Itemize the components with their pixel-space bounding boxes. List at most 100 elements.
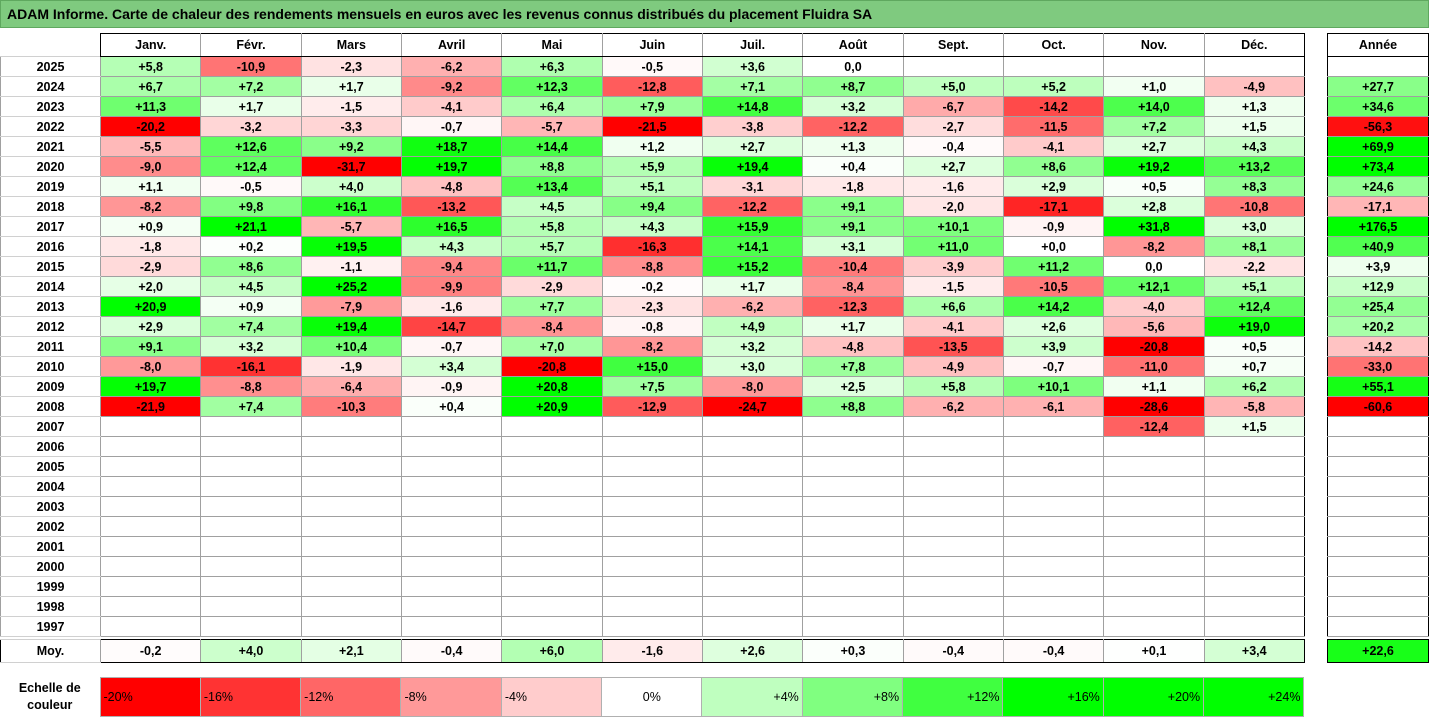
heatmap-cell: +7,5 <box>601 376 703 397</box>
heatmap-cell <box>200 556 302 577</box>
report-title: ADAM Informe. Carte de chaleur des rende… <box>0 0 1429 28</box>
heatmap-cell: -0,4 <box>902 136 1004 157</box>
color-scale-label: Echelle de couleur <box>18 681 81 712</box>
heatmap-cell: +9,1 <box>802 216 904 237</box>
heatmap-cell: -0,5 <box>601 56 703 77</box>
year-label: 1997 <box>0 616 101 637</box>
heatmap-cell: -3,2 <box>200 116 302 137</box>
heatmap-cell <box>300 616 402 637</box>
heatmap-cell <box>200 596 302 617</box>
heatmap-cell: -0,7 <box>1002 356 1105 377</box>
heatmap-cell: -0,7 <box>400 336 503 357</box>
heatmap-cell: +7,4 <box>200 316 302 337</box>
heatmap-cell: +5,8 <box>501 216 603 237</box>
heatmap-cell <box>200 516 302 537</box>
heatmap-cell: -4,1 <box>400 96 503 117</box>
heatmap-cell: +11,3 <box>99 96 202 117</box>
heatmap-cell: +1,3 <box>1203 96 1305 117</box>
heatmap-cell: +3,6 <box>701 56 804 77</box>
heatmap-cell: +0,9 <box>99 216 202 237</box>
heatmap-row: 2019 +1,1 -0,5 +4,0 -4,8 +13,4 +5,1 -3,1 -1,8 -1,… <box>0 176 1305 197</box>
heatmap-cell: +13,2 <box>1203 156 1305 177</box>
heatmap-cell <box>902 576 1004 597</box>
heatmap-cell <box>802 576 904 597</box>
heatmap-cell: -1,1 <box>300 256 402 277</box>
heatmap-row: 2004 <box>0 476 1305 497</box>
heatmap-cell <box>99 516 202 537</box>
heatmap-cell <box>1002 496 1105 517</box>
heatmap-cell: +19,4 <box>300 316 402 337</box>
heatmap-cell <box>601 556 703 577</box>
heatmap-cell <box>601 496 703 517</box>
heatmap-cell: +5,9 <box>601 156 703 177</box>
heatmap-cell: +3,4 <box>400 356 503 377</box>
heatmap-row: 2020 -9,0 +12,4 -31,7 +19,7 +8,8 +5,9 +19,4 +0,4… <box>0 156 1305 177</box>
heatmap-cell: -2,9 <box>99 256 202 277</box>
heatmap-cell: +8,7 <box>802 76 904 97</box>
heatmap-cell <box>1002 556 1105 577</box>
heatmap-cell <box>200 496 302 517</box>
heatmap-cell: +20,9 <box>501 396 603 417</box>
annual-row: -33,0 <box>1327 356 1429 377</box>
heatmap-row: 2013 +20,9 +0,9 -7,9 -1,6 +7,7 -2,3 -6,2 -12,3 +6… <box>0 296 1305 317</box>
color-scale-swatch: +8% <box>801 677 904 717</box>
heatmap-cell: +12,1 <box>1103 276 1205 297</box>
heatmap-cell: -8,4 <box>802 276 904 297</box>
heatmap-cell <box>701 576 804 597</box>
heatmap-cell <box>902 556 1004 577</box>
heatmap-cell: +1,7 <box>802 316 904 337</box>
annual-cell: -17,1 <box>1327 196 1429 217</box>
heatmap-cell <box>1002 536 1105 557</box>
heatmap-cell: -12,2 <box>701 196 804 217</box>
heatmap-cell: +0,0 <box>1002 236 1105 257</box>
heatmap-cell <box>1103 496 1205 517</box>
heatmap-cell: -13,5 <box>902 336 1004 357</box>
annual-cell: +34,6 <box>1327 96 1429 117</box>
year-label: 2023 <box>0 96 101 117</box>
year-label: 2019 <box>0 176 101 197</box>
heatmap-cell: +20,8 <box>501 376 603 397</box>
heatmap-cell <box>802 516 904 537</box>
annual-cell: +73,4 <box>1327 156 1429 177</box>
heatmap-cell: +3,2 <box>701 336 804 357</box>
heatmap-cell: -9,0 <box>99 156 202 177</box>
annual-cell: +176,5 <box>1327 216 1429 237</box>
annual-row: +34,6 <box>1327 96 1429 117</box>
heatmap-cell: -2,3 <box>601 296 703 317</box>
year-label: 2024 <box>0 76 101 97</box>
heatmap-cell: +5,1 <box>1203 276 1305 297</box>
heatmap-cell: -6,2 <box>701 296 804 317</box>
heatmap-cell <box>902 56 1004 77</box>
heatmap-cell <box>1002 436 1105 457</box>
year-label: 2020 <box>0 156 101 177</box>
heatmap-cell: +0,4 <box>802 156 904 177</box>
heatmap-row: 2016 -1,8 +0,2 +19,5 +4,3 +5,7 -16,3 +14,1 +3,1 +… <box>0 236 1305 257</box>
heatmap-cell: -21,5 <box>601 116 703 137</box>
heatmap-cell: +12,4 <box>1203 296 1305 317</box>
heatmap-cell <box>1203 536 1305 557</box>
heatmap-cell <box>601 536 703 557</box>
heatmap-cell: +6,7 <box>99 76 202 97</box>
heatmap-cell: -24,7 <box>701 396 804 417</box>
annual-cell: +20,2 <box>1327 316 1429 337</box>
heatmap-cell <box>802 476 904 497</box>
heatmap-cell <box>1002 476 1105 497</box>
heatmap-cell: -14,7 <box>400 316 503 337</box>
heatmap-cell <box>802 456 904 477</box>
heatmap-cell: -6,7 <box>902 96 1004 117</box>
year-label: 2025 <box>0 56 101 77</box>
heatmap-cell <box>200 576 302 597</box>
heatmap-cell: +3,1 <box>802 236 904 257</box>
heatmap-row: 2002 <box>0 516 1305 537</box>
annual-row: +69,9 <box>1327 136 1429 157</box>
heatmap-cell: +1,1 <box>1103 376 1205 397</box>
heatmap-cell: +6,3 <box>501 56 603 77</box>
heatmap-cell: +5,8 <box>902 376 1004 397</box>
heatmap-cell: +15,9 <box>701 216 804 237</box>
annual-cell: +55,1 <box>1327 376 1429 397</box>
heatmap-cell: +1,7 <box>200 96 302 117</box>
heatmap-cell: -0,7 <box>400 116 503 137</box>
heatmap-cell: -1,5 <box>300 96 402 117</box>
heatmap-cell <box>1002 416 1105 437</box>
heatmap-cell: +19,0 <box>1203 316 1305 337</box>
